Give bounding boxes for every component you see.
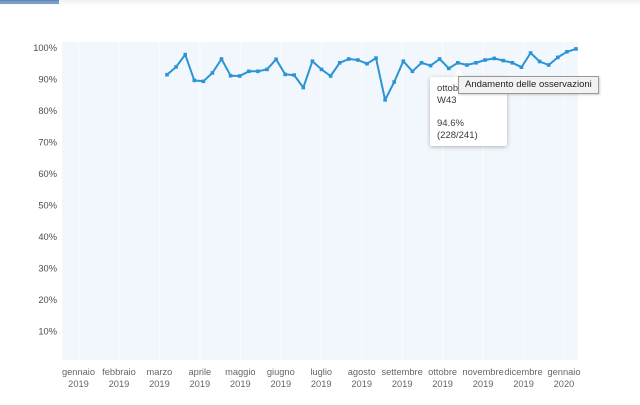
data-point-marker[interactable] xyxy=(265,68,269,72)
data-point-marker[interactable] xyxy=(211,71,215,75)
tooltip-week: W43 xyxy=(437,95,507,107)
x-axis-label-month: maggio xyxy=(225,367,256,377)
x-axis-label-year: 2019 xyxy=(270,379,291,389)
x-axis-label-year: 2019 xyxy=(149,379,170,389)
data-point-marker[interactable] xyxy=(220,57,224,61)
data-point-marker[interactable] xyxy=(256,70,260,74)
data-point-marker[interactable] xyxy=(229,74,233,78)
y-axis-label: 10% xyxy=(38,326,57,336)
page-root: 100% 90% 80% 70% 60% 50% 40% 30% 20% 10% gennaio 20… xyxy=(0,0,640,405)
data-point-marker[interactable] xyxy=(283,73,287,77)
data-point-marker[interactable] xyxy=(347,57,351,61)
y-axis-label: 80% xyxy=(38,106,57,116)
x-axis-label-month: luglio xyxy=(310,367,332,377)
data-point-marker[interactable] xyxy=(374,56,378,60)
data-point-marker[interactable] xyxy=(474,61,478,65)
x-axis-label-year: 2019 xyxy=(351,379,372,389)
data-point-marker[interactable] xyxy=(447,67,451,71)
data-point-marker[interactable] xyxy=(202,80,206,84)
tooltip-spacer xyxy=(437,107,507,118)
x-axis-label-month: giugno xyxy=(267,367,295,377)
data-point-marker[interactable] xyxy=(174,65,178,69)
data-point-marker[interactable] xyxy=(329,74,333,78)
x-axis-label-month: ottobre xyxy=(428,367,457,377)
data-point-marker[interactable] xyxy=(392,80,396,84)
data-point-marker[interactable] xyxy=(556,56,560,60)
x-axis-label-year: 2019 xyxy=(68,379,89,389)
y-axis-label: 70% xyxy=(38,138,57,148)
data-point-marker[interactable] xyxy=(429,64,433,68)
data-point-marker[interactable] xyxy=(247,70,251,74)
data-point-marker[interactable] xyxy=(311,59,315,63)
data-point-marker[interactable] xyxy=(165,73,169,77)
data-point-marker[interactable] xyxy=(292,73,296,77)
data-point-marker[interactable] xyxy=(320,68,324,72)
data-point-marker[interactable] xyxy=(193,79,197,83)
tooltip-value: 94.6% xyxy=(437,118,507,130)
x-axis-label-year: 2019 xyxy=(392,379,413,389)
x-axis-label-year: 2019 xyxy=(190,379,211,389)
x-axis-label-year: 2020 xyxy=(554,379,575,389)
data-point-marker[interactable] xyxy=(420,61,424,65)
x-axis-label-year: 2019 xyxy=(311,379,332,389)
x-axis-label-month: gennaio xyxy=(62,367,95,377)
y-axis-label: 100% xyxy=(33,43,57,53)
data-point-marker[interactable] xyxy=(492,57,496,61)
data-point-marker[interactable] xyxy=(456,61,460,65)
data-point-marker[interactable] xyxy=(520,65,524,69)
data-point-marker[interactable] xyxy=(511,61,515,65)
data-point-marker[interactable] xyxy=(538,60,542,64)
data-point-marker[interactable] xyxy=(438,57,442,61)
y-axis-label: 50% xyxy=(38,201,57,211)
x-axis-label-month: settembre xyxy=(381,367,422,377)
data-point-marker[interactable] xyxy=(465,63,469,67)
data-point-marker[interactable] xyxy=(302,86,306,90)
x-axis-label-month: dicembre xyxy=(504,367,542,377)
x-axis-label-month: novembre xyxy=(462,367,503,377)
data-point-marker[interactable] xyxy=(183,53,187,57)
data-point-marker[interactable] xyxy=(529,51,533,55)
x-axis-label-year: 2019 xyxy=(513,379,534,389)
data-point-marker[interactable] xyxy=(238,74,242,78)
x-axis-label-month: agosto xyxy=(348,367,376,377)
y-axis-label: 30% xyxy=(38,263,57,273)
data-point-marker[interactable] xyxy=(502,59,506,63)
x-axis-label-year: 2019 xyxy=(109,379,130,389)
data-point-marker[interactable] xyxy=(574,47,578,51)
x-axis-label-month: febbraio xyxy=(102,367,136,377)
x-axis-label-month: gennaio xyxy=(547,367,580,377)
y-axis-label: 40% xyxy=(38,232,57,242)
data-point-marker[interactable] xyxy=(402,59,406,63)
tooltip-fraction: (228/241) xyxy=(437,130,507,142)
observations-trend-chart[interactable]: 100% 90% 80% 70% 60% 50% 40% 30% 20% 10% gennaio 20… xyxy=(0,0,640,405)
y-axis-label: 20% xyxy=(38,295,57,305)
x-axis-label-year: 2019 xyxy=(230,379,251,389)
data-point-marker[interactable] xyxy=(383,98,387,102)
y-axis-label: 90% xyxy=(38,75,57,85)
data-point-marker[interactable] xyxy=(356,58,360,62)
x-axis-label-year: 2019 xyxy=(432,379,453,389)
data-point-marker[interactable] xyxy=(274,58,278,62)
x-axis-label-month: marzo xyxy=(146,367,172,377)
data-point-marker[interactable] xyxy=(411,70,415,74)
y-axis-label: 60% xyxy=(38,169,57,179)
browser-title-tooltip: Andamento delle osservazioni xyxy=(458,76,599,94)
data-point-marker[interactable] xyxy=(365,62,369,66)
x-axis-label-month: aprile xyxy=(188,367,211,377)
x-axis-label-year: 2019 xyxy=(473,379,494,389)
data-point-marker[interactable] xyxy=(483,58,487,62)
data-point-marker[interactable] xyxy=(547,63,551,67)
data-point-marker[interactable] xyxy=(338,61,342,65)
data-point-marker[interactable] xyxy=(565,50,569,54)
